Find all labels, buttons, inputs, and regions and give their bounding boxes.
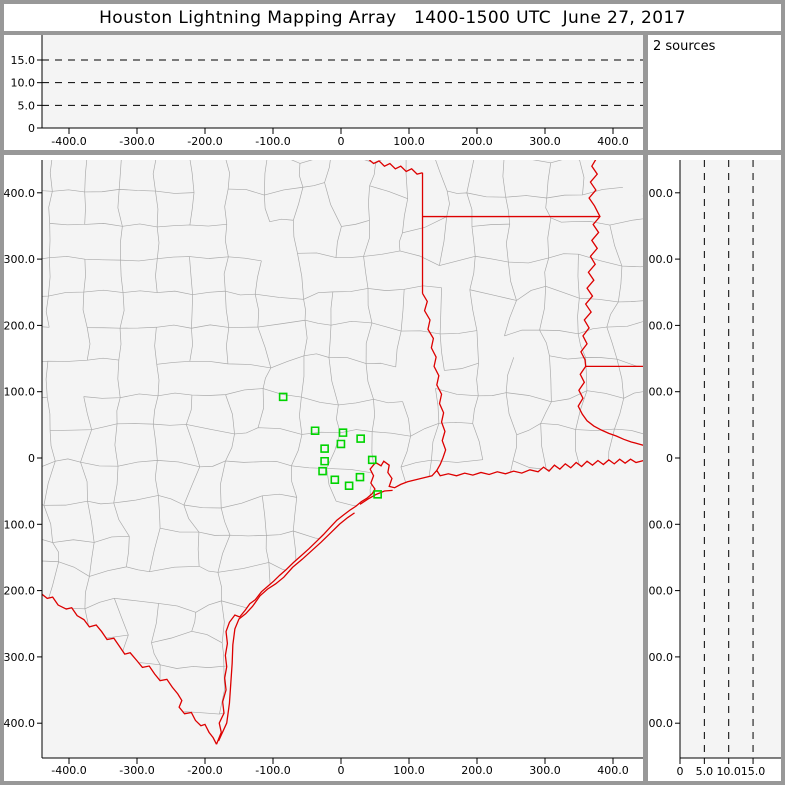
y-tick-label: -100.0 (4, 518, 35, 531)
x-tick-label: 200.0 (461, 135, 493, 148)
lma-station-marker (321, 445, 328, 452)
ns-altitude-plot[interactable]: 400.0 300.0 200.0 100.0 0 -100.0 -200.0 -300.0 -… (648, 155, 781, 781)
lma-station-marker (312, 427, 319, 434)
map-canvas[interactable] (9, 155, 643, 781)
rio-grande-river (40, 592, 217, 744)
x-tick-label: 400.0 (597, 764, 629, 777)
y-tick-label: -200.0 (4, 585, 35, 598)
y-tick-label: 0 (28, 122, 35, 135)
lma-stations (280, 393, 382, 497)
x-tick-label: -400.0 (51, 764, 86, 777)
y-tick-label: 300.0 (648, 253, 673, 266)
x-tick-label: -300.0 (119, 135, 154, 148)
y-tick-label: -300.0 (648, 651, 673, 664)
y-tick-label: 100.0 (4, 386, 35, 399)
y-tick-label: 300.0 (4, 253, 35, 266)
y-tick-label: 0 (666, 452, 673, 465)
lma-station-marker (346, 482, 353, 489)
x-tick-label: 0 (338, 764, 345, 777)
lma-station-marker (356, 474, 363, 481)
barrier-island (219, 513, 355, 741)
y-tick-label: 200.0 (648, 319, 673, 332)
y-tick-label: -400.0 (4, 717, 35, 730)
state-borders-and-coastline (40, 158, 643, 744)
lma-station-marker (319, 468, 326, 475)
y-tick-label: 10.0 (11, 77, 36, 90)
x-tick-label: 200.0 (461, 764, 493, 777)
y-tick-label: 400.0 (4, 187, 35, 200)
plan-view-plot[interactable]: 400.0 300.0 200.0 100.0 0 -100.0 -200.0 -300.0 -… (4, 155, 643, 781)
lma-station-marker (369, 456, 376, 463)
x-tick-label: 0 (338, 135, 345, 148)
sabine-river-border (423, 293, 446, 470)
title-bar: Houston Lightning Mapping Array 1400-150… (4, 4, 781, 31)
x-tick-label: 15.0 (741, 765, 766, 778)
x-tick-label: -300.0 (119, 764, 154, 777)
panel-plan-view-map[interactable]: 400.0 300.0 200.0 100.0 0 -100.0 -200.0 -300.0 -… (4, 155, 643, 781)
plot-area[interactable] (42, 160, 643, 758)
lma-station-marker (357, 435, 364, 442)
x-tick-label: -400.0 (51, 135, 86, 148)
lma-station-marker (374, 491, 381, 498)
y-tick-label: 200.0 (4, 319, 35, 332)
y-tick-label: -100.0 (648, 518, 673, 531)
sources-count-label: 2 sources (653, 39, 716, 54)
y-tick-label: 100.0 (648, 386, 673, 399)
y-tick-label: -300.0 (4, 651, 35, 664)
y-tick-label: 0 (28, 452, 35, 465)
x-tick-label: 10.0 (716, 765, 741, 778)
panel-sources-count: 2 sources (648, 35, 781, 150)
y-tick-label: 15.0 (11, 54, 36, 67)
panel-ns-vs-altitude[interactable]: 400.0 300.0 200.0 100.0 0 -100.0 -200.0 -300.0 -… (648, 155, 781, 781)
x-tick-label: -100.0 (255, 764, 290, 777)
lma-station-marker (337, 441, 344, 448)
panel-altitude-vs-ew[interactable]: 0 5.0 10.0 15.0 -400.0 -300.0 -200.0 -100.0 0 100… (4, 35, 643, 150)
x-tick-label: -200.0 (187, 764, 222, 777)
mississippi-river (581, 158, 600, 366)
lma-station-marker (339, 429, 346, 436)
gulf-coastline (217, 459, 643, 744)
x-tick-label: 100.0 (393, 135, 425, 148)
y-tick-label: 400.0 (648, 187, 673, 200)
x-tick-label: 0 (677, 765, 684, 778)
y-tick-label: 5.0 (18, 99, 36, 112)
x-tick-label: 300.0 (529, 135, 561, 148)
ew-altitude-plot[interactable]: 0 5.0 10.0 15.0 -400.0 -300.0 -200.0 -100.0 0 100… (4, 35, 643, 150)
lma-station-marker (321, 458, 328, 465)
galveston-island (360, 490, 393, 504)
x-tick-label: 5.0 (696, 765, 714, 778)
x-tick-label: -200.0 (187, 135, 222, 148)
y-tick-label: -400.0 (648, 717, 673, 730)
x-tick-label: -100.0 (255, 135, 290, 148)
lma-station-marker (331, 476, 338, 483)
page-title: Houston Lightning Mapping Array 1400-150… (99, 7, 686, 28)
x-tick-label: 100.0 (393, 764, 425, 777)
mississippi-river-south (578, 366, 643, 446)
y-tick-label: -200.0 (648, 585, 673, 598)
plot-area[interactable] (680, 160, 781, 758)
lma-station-marker (280, 393, 287, 400)
x-tick-label: 300.0 (529, 764, 561, 777)
x-tick-label: 400.0 (597, 135, 629, 148)
red-river-border (368, 159, 422, 174)
plot-area[interactable] (42, 35, 643, 128)
